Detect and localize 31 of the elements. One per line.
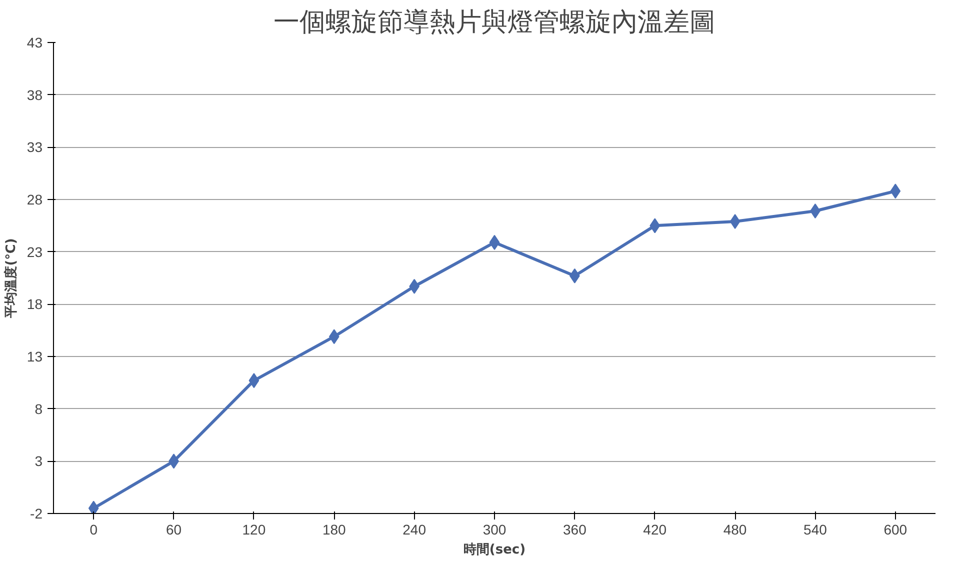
x-tick-label: 540 (804, 522, 828, 538)
y-tick-label: 18 (26, 296, 43, 312)
x-tick-label: 480 (723, 522, 747, 538)
x-tick-label: 420 (643, 522, 667, 538)
point (489, 234, 500, 250)
y-tick-label: 43 (26, 34, 43, 50)
point (88, 500, 99, 514)
x-tick-label: 60 (166, 522, 182, 538)
y-tick-label: -2 (30, 506, 43, 522)
x-tick-label: 300 (482, 522, 506, 538)
y-tick-label: 38 (26, 86, 43, 103)
y-tick-label: 13 (26, 348, 43, 364)
x-tick-label: 240 (402, 522, 426, 538)
chart-title: 一個螺旋節導熱片與燈管螺旋內溫差圖 (274, 8, 716, 38)
point (730, 214, 740, 229)
point (650, 218, 660, 234)
x-tick-label: 600 (884, 522, 908, 538)
x-tick-label: 180 (322, 522, 346, 538)
point (248, 373, 260, 388)
y-tick-label: 3 (34, 453, 43, 470)
y-axis-title: 平均溫度(℃) (2, 238, 19, 319)
x-tick-label: 120 (242, 522, 266, 538)
y-tick-label: 33 (26, 139, 43, 156)
x-axis-title: 時間(sec) (463, 542, 526, 558)
point (890, 184, 901, 199)
x-tick-label: 0 (90, 522, 98, 538)
x-tick-label: 360 (563, 522, 587, 538)
y-tick-label: 8 (34, 400, 43, 417)
y-tick-label: 23 (26, 244, 43, 260)
point (328, 329, 340, 344)
y-tick-label: 28 (26, 192, 43, 208)
